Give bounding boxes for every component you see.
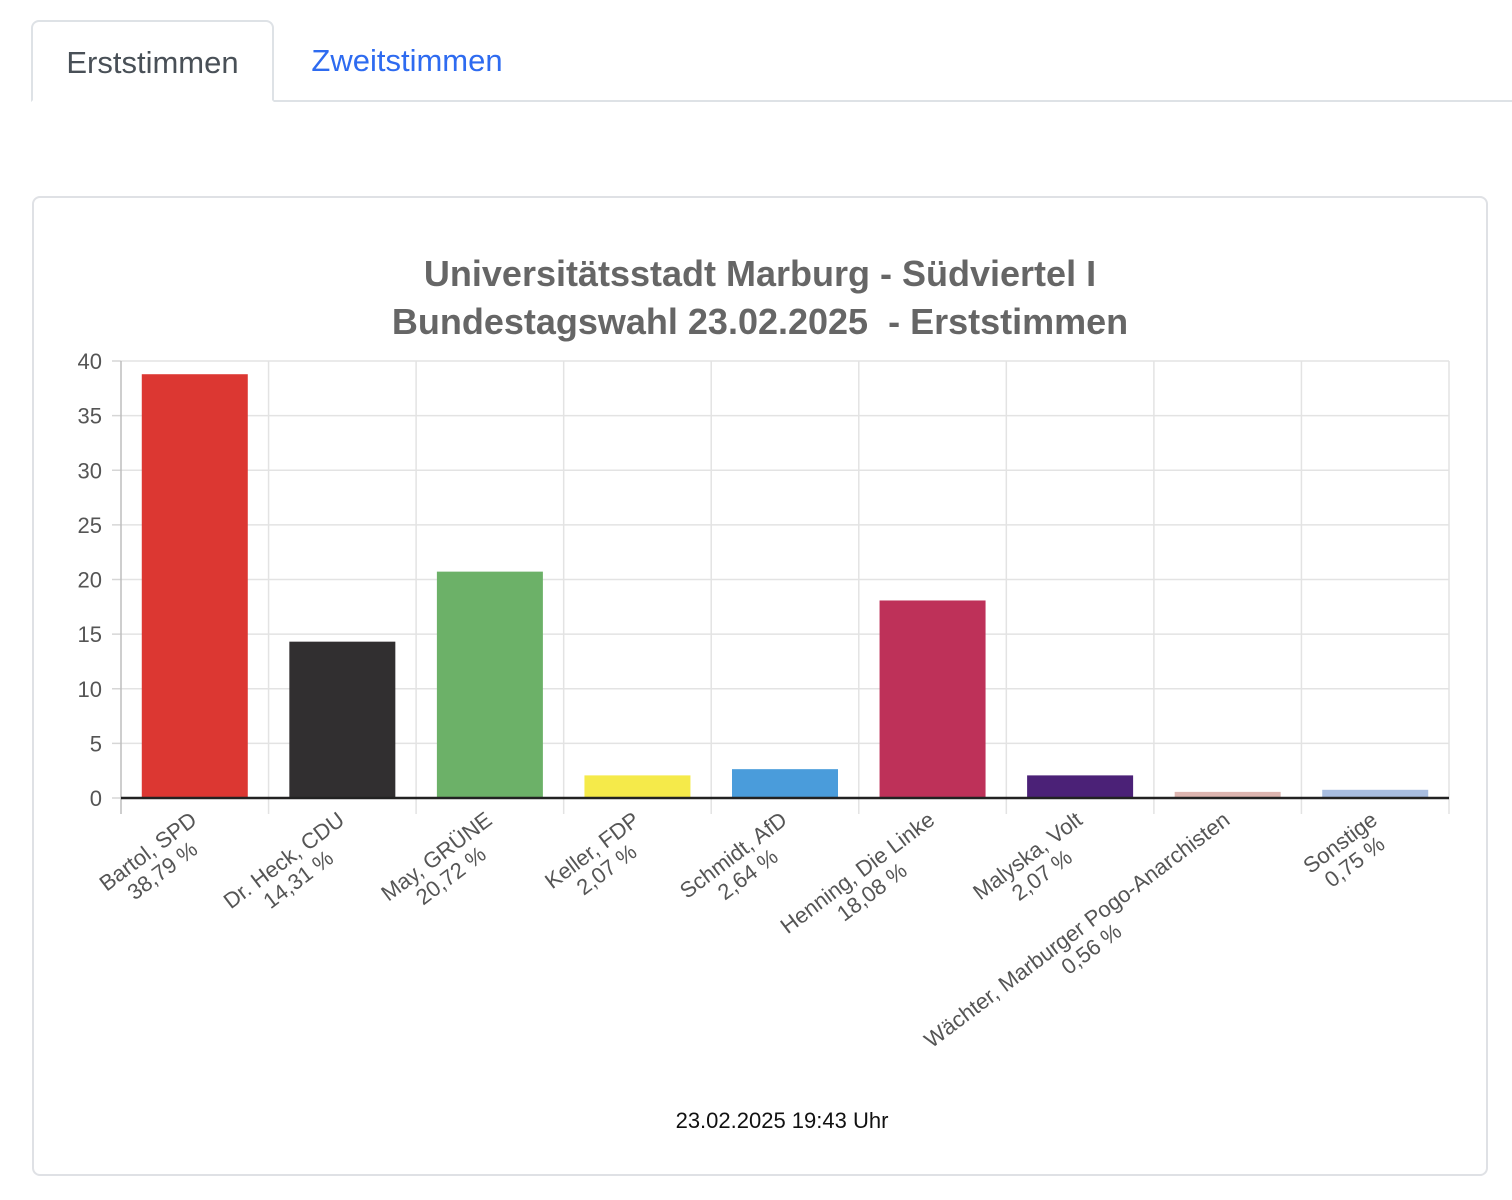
axes: 0 5 10 15 20 25 30 35 40 [78,349,1449,814]
timestamp: 23.02.2025 19:43 Uhr [675,1108,889,1133]
chart-card [32,196,1488,1176]
y-tick-label: 30 [78,458,102,483]
y-tick-label: 20 [78,568,102,593]
y-tick-label: 35 [78,404,102,429]
y-tick-label: 25 [78,513,102,538]
bar-5[interactable] [879,600,986,798]
bar-4[interactable] [732,769,838,798]
tab-bar: Erststimmen Zweitstimmen [0,0,1512,102]
y-tick-label: 0 [90,786,102,811]
bar-1[interactable] [289,641,396,798]
tab-divider [32,100,1512,102]
chart-title-line-2: Bundestagswahl 23.02.2025 - Erststimmen [392,301,1128,342]
bar-7[interactable] [1174,791,1281,798]
y-tick-label: 5 [90,731,102,756]
y-tick-label: 40 [78,349,102,374]
chart-title-line-1: Universitätsstadt Marburg - Südviertel I [424,253,1096,294]
tab-erststimmen[interactable]: Erststimmen [31,20,274,102]
x-tick-label-7: Wächter, Marburger Pogo-Anarchisten0,56 … [919,807,1234,1053]
bar-0[interactable] [141,374,248,798]
bar-6[interactable] [1027,775,1134,798]
tab-zweitstimmen[interactable]: Zweitstimmen [311,43,503,78]
y-tick-label: 15 [78,622,102,647]
grid [121,360,1450,814]
bar-2[interactable] [436,571,543,798]
bars [141,374,1429,798]
bar-8[interactable] [1322,789,1429,798]
x-tick-name: Henning, Die Linke [776,807,940,939]
bar-3[interactable] [584,775,691,798]
y-tick-label: 10 [78,677,102,702]
x-tick-name: Wächter, Marburger Pogo-Anarchisten [919,807,1234,1053]
